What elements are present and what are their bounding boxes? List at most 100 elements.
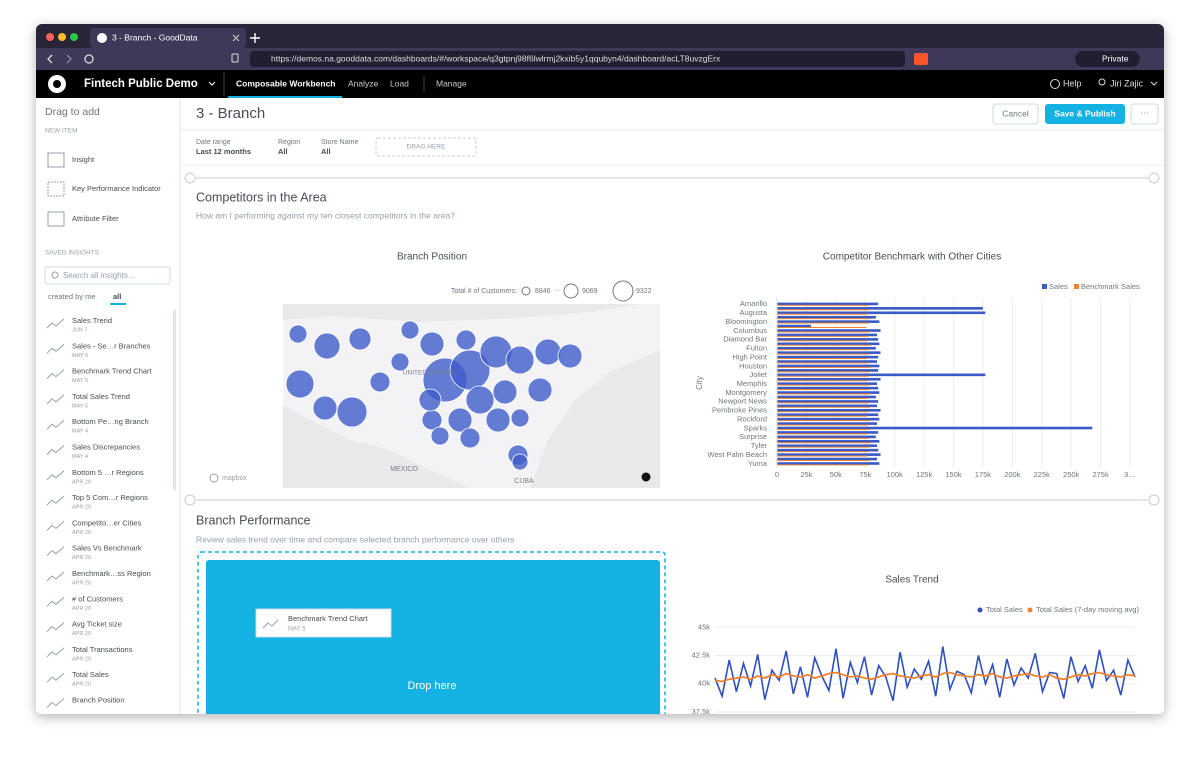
bar [777, 437, 869, 439]
insight-name[interactable]: Sales - Se…r Branches [72, 341, 151, 350]
dragged-card[interactable] [255, 608, 392, 638]
back[interactable] [47, 54, 53, 64]
filter-value[interactable]: All [278, 147, 288, 156]
bubble[interactable] [418, 388, 442, 412]
y-tick-label: 40k [698, 679, 710, 688]
bubble[interactable] [510, 408, 530, 428]
insight-name[interactable]: Benchmark…ss Region [72, 569, 151, 578]
insight-name[interactable]: Avg Ticket size [72, 620, 122, 629]
url-field[interactable] [250, 51, 905, 67]
section-handle[interactable] [1148, 494, 1160, 506]
filter-value[interactable]: All [321, 147, 331, 156]
minimize-dot[interactable] [58, 33, 66, 41]
search-box[interactable] [44, 266, 171, 285]
tab-close[interactable] [232, 34, 240, 42]
reload[interactable] [84, 54, 94, 64]
more-button[interactable] [1130, 103, 1159, 125]
bookmark[interactable] [231, 53, 239, 63]
x-tick-label: 75k [859, 470, 871, 479]
bar [777, 462, 880, 465]
close-dot[interactable] [46, 33, 54, 41]
insight-name[interactable]: Bottom 5 …r Regions [72, 468, 144, 477]
section-handle[interactable] [184, 494, 196, 506]
legend-label[interactable]: Benchmark Sales [1081, 282, 1140, 291]
legend-bubble [563, 283, 579, 299]
insight-name[interactable]: Competito…er Cities [72, 518, 141, 527]
filter-tab[interactable]: all [113, 292, 121, 301]
bubble[interactable] [288, 324, 308, 344]
forward[interactable] [66, 54, 72, 64]
nav-item[interactable]: Manage [436, 78, 467, 88]
bubble[interactable] [485, 407, 511, 433]
bubble[interactable] [527, 377, 553, 403]
legend-title: Total # of Customers: [451, 288, 517, 295]
user-caret [1150, 81, 1158, 86]
insight-name[interactable]: Total Transactions [72, 645, 133, 654]
nav-item[interactable]: Load [390, 78, 409, 88]
zoom-dot[interactable] [70, 33, 78, 41]
new-item[interactable]: Attribute Filter [72, 214, 119, 223]
insight-name[interactable]: Total Sales [72, 670, 109, 679]
section-handle[interactable] [1148, 172, 1160, 184]
bar [777, 364, 880, 368]
bubble[interactable] [419, 331, 445, 357]
drop-target[interactable] [206, 560, 660, 720]
info-icon[interactable] [641, 472, 651, 482]
bubble[interactable] [511, 453, 529, 471]
bubble[interactable] [400, 320, 420, 340]
bubble[interactable] [557, 343, 583, 369]
shield[interactable] [914, 53, 928, 65]
bubble[interactable] [336, 396, 368, 428]
insight-icon [46, 495, 65, 506]
cancel-button[interactable] [992, 103, 1039, 125]
bubble[interactable] [455, 329, 477, 351]
bubble[interactable] [285, 369, 315, 399]
bubble[interactable] [390, 352, 410, 372]
insight-name[interactable]: Total Sales Trend [72, 392, 130, 401]
scrollbar[interactable] [173, 310, 176, 490]
bubble[interactable] [459, 427, 481, 449]
bubble[interactable] [430, 426, 450, 446]
publish-button[interactable] [1045, 104, 1125, 124]
legend-label[interactable]: Total Sales (7-day moving avg) [1036, 605, 1139, 614]
insight-name[interactable]: # of Customers [72, 594, 123, 603]
bubble[interactable] [348, 327, 372, 351]
workspace-name[interactable]: Fintech Public Demo [84, 78, 198, 90]
bubble[interactable] [312, 395, 338, 421]
insight-name[interactable]: Bottom Pe…ng Branch [72, 417, 149, 426]
legend-label[interactable]: Total Sales [986, 605, 1023, 614]
bubble[interactable] [505, 345, 535, 375]
bar [777, 393, 872, 395]
insight-name[interactable]: Sales Discrepancies [72, 442, 140, 451]
chart-title: Branch Position [397, 252, 467, 263]
x-tick-label: 250k [1063, 470, 1080, 479]
nav-item[interactable]: Analyze [348, 78, 379, 88]
insight-name[interactable]: Top 5 Com…r Regions [72, 493, 148, 502]
insight-name[interactable]: Branch Position [72, 695, 125, 704]
new-tab[interactable] [250, 33, 260, 43]
help[interactable]: Help [1063, 78, 1082, 88]
bubble[interactable] [534, 338, 562, 366]
insight-icon [46, 470, 65, 481]
user[interactable]: Jiri Zajic [1110, 78, 1143, 88]
section-handle[interactable] [184, 172, 196, 184]
bubble[interactable] [313, 332, 341, 360]
nav-item[interactable]: Composable Workbench [236, 78, 336, 88]
bubble[interactable] [447, 407, 473, 433]
filter-value[interactable]: Last 12 months [196, 147, 251, 156]
new-item[interactable]: Insight [72, 155, 95, 164]
tab[interactable] [90, 28, 246, 48]
insight-name[interactable]: Benchmark Trend Chart [72, 367, 153, 376]
drop-zone [197, 551, 666, 714]
filter-tab[interactable]: created by me [48, 292, 96, 301]
new-item[interactable]: Key Performance Indicator [72, 184, 161, 193]
bubble[interactable] [465, 385, 495, 415]
bubble[interactable] [492, 379, 518, 405]
legend-label[interactable]: Sales [1049, 282, 1068, 291]
bar [777, 433, 868, 435]
legend-bubble [612, 280, 634, 302]
insight-name[interactable]: Sales Trend [72, 316, 112, 325]
bubble[interactable] [369, 371, 391, 393]
insight-name[interactable]: Sales Vs Benchmark [72, 544, 142, 553]
